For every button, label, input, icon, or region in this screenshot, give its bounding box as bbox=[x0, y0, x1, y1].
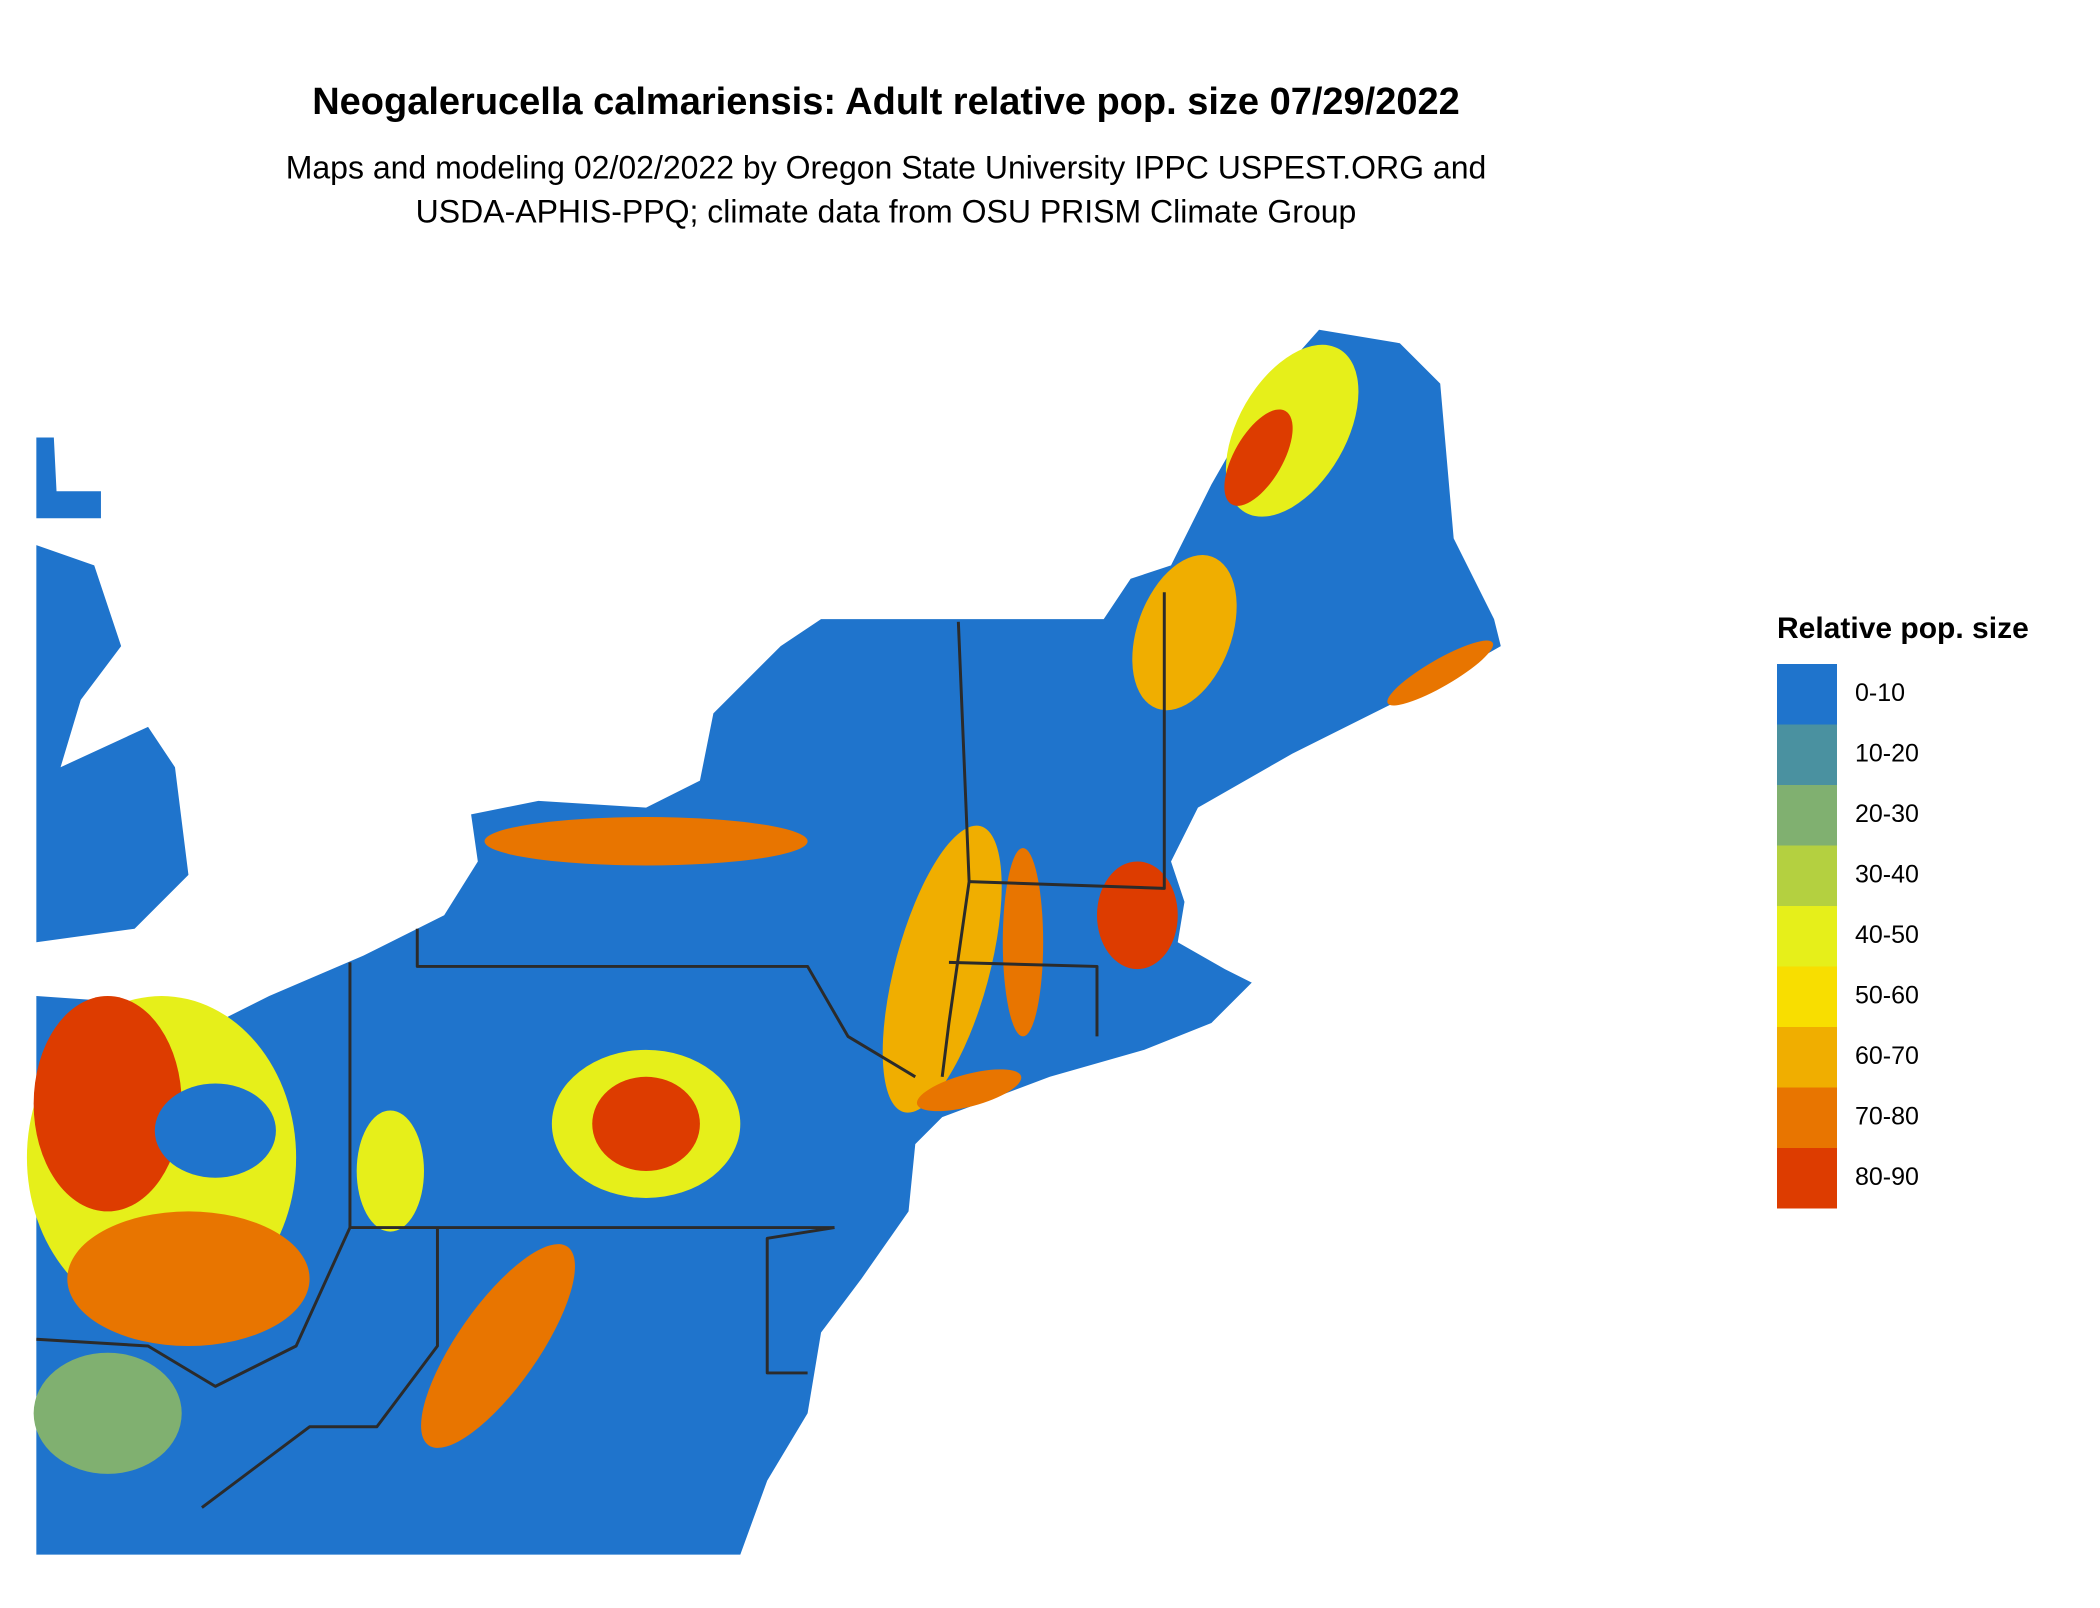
land bbox=[36, 437, 101, 519]
legend-label: 50-60 bbox=[1855, 981, 1919, 1009]
map-subtitle: USDA-APHIS-PPQ; climate data from OSU PR… bbox=[416, 193, 1357, 229]
heat-area bbox=[882, 825, 1002, 1113]
legend-swatch bbox=[1777, 906, 1837, 967]
heat-area bbox=[33, 1352, 182, 1474]
map bbox=[26, 329, 1501, 1555]
heat-area bbox=[1387, 640, 1494, 706]
legend-label: 70-80 bbox=[1855, 1102, 1919, 1130]
legend-label: 30-40 bbox=[1855, 860, 1919, 888]
heat-area bbox=[67, 1211, 310, 1346]
heat-area bbox=[421, 1244, 575, 1448]
legend-swatch bbox=[1777, 1027, 1837, 1088]
hot-areas bbox=[26, 344, 1494, 1474]
land bbox=[36, 329, 1501, 1555]
legend-swatch bbox=[1777, 966, 1837, 1027]
legend-label: 0-10 bbox=[1855, 679, 1905, 707]
legend-swatch bbox=[1777, 724, 1837, 785]
state-border bbox=[765, 1226, 835, 1375]
state-border bbox=[940, 621, 971, 1077]
heat-area bbox=[1132, 555, 1237, 711]
legend: 0-10 10-20 20-30 30-40 40-50 50-60 60-70 70-80 8… bbox=[1777, 664, 1919, 1209]
state-borders bbox=[36, 592, 1166, 1509]
state-border bbox=[201, 1227, 439, 1509]
legend-label: 40-50 bbox=[1855, 921, 1919, 949]
legend-swatch bbox=[1777, 845, 1837, 906]
legend-label: 80-90 bbox=[1855, 1163, 1919, 1191]
legend-label: 20-30 bbox=[1855, 800, 1919, 828]
legend-label: 60-70 bbox=[1855, 1042, 1919, 1070]
map-subtitle: Maps and modeling 02/02/2022 by Oregon S… bbox=[286, 149, 1487, 185]
state-border bbox=[36, 1226, 352, 1388]
heat-area bbox=[484, 817, 808, 866]
legend-swatch bbox=[1777, 785, 1837, 846]
land bbox=[36, 545, 189, 943]
heat-area bbox=[1224, 409, 1293, 506]
legend-swatch bbox=[1777, 1087, 1837, 1148]
legend-label: 10-20 bbox=[1855, 739, 1919, 767]
state-border bbox=[415, 928, 917, 1079]
heat-area bbox=[1002, 847, 1044, 1037]
state-border bbox=[969, 592, 1166, 890]
heat-area bbox=[33, 996, 182, 1212]
legend-title: Relative pop. size bbox=[1777, 612, 2029, 645]
heat-area bbox=[154, 1083, 276, 1178]
map-title: Neogalerucella calmariensis: Adult relat… bbox=[312, 81, 1460, 123]
legend-swatch bbox=[1777, 1148, 1837, 1209]
state-border bbox=[948, 960, 1099, 1037]
heat-area bbox=[356, 1110, 424, 1232]
heat-area bbox=[592, 1076, 700, 1172]
legend-swatch bbox=[1777, 664, 1837, 725]
heat-area bbox=[916, 1069, 1022, 1112]
